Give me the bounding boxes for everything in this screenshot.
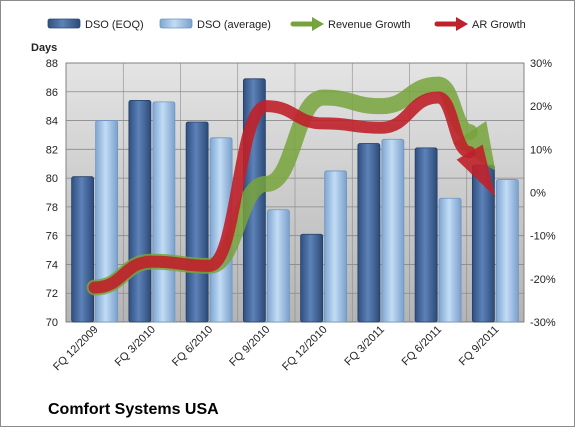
y2-tick-labels: -30% -20% -10% 0% 10% 20% 30% <box>530 58 556 329</box>
y2-tick-label: -20% <box>530 274 556 286</box>
line-ar-growth <box>88 91 476 294</box>
plot-border <box>65 62 525 323</box>
y-tick-label: 74 <box>46 259 58 271</box>
bar-dso-eoq <box>128 100 152 323</box>
legend: DSO (EOQ) DSO (average) Revenue Growth A… <box>47 17 526 31</box>
bar-dso-eoq <box>300 233 324 323</box>
y2-tick-label: 0% <box>530 188 546 200</box>
legend-label-dso-eoq: DSO (EOQ) <box>85 19 144 31</box>
x-tick-label: FQ 3/2011 <box>342 324 387 369</box>
bar-dso-eoq <box>357 143 381 323</box>
y-tick-label: 78 <box>46 202 58 214</box>
x-tick-label: FQ 9/2010 <box>227 324 272 369</box>
y2-tick-label: -30% <box>530 317 556 329</box>
bar-dso-average <box>438 197 462 323</box>
x-tick-label: FQ 12/2010 <box>280 324 330 374</box>
y2-tick-label: -10% <box>530 231 556 243</box>
x-tick-label: FQ 6/2011 <box>400 324 445 369</box>
chart-title: Comfort Systems USA <box>48 401 219 418</box>
bar-dso-eoq <box>414 147 438 323</box>
y-axis-title: Days <box>31 42 57 54</box>
y-tick-label: 70 <box>46 317 58 329</box>
bar-dso-eoq <box>185 121 209 323</box>
y-tick-labels: 70 72 74 76 78 80 82 84 86 88 <box>46 58 58 329</box>
legend-swatch-dso-average <box>159 18 193 29</box>
x-tick-label: FQ 6/2010 <box>170 324 215 369</box>
x-tick-label: FQ 12/2009 <box>51 324 101 374</box>
bar-dso-eoq <box>71 176 95 323</box>
legend-swatch-dso-eoq <box>47 18 81 29</box>
y-tick-label: 84 <box>46 116 58 128</box>
bar-dso-average <box>95 120 119 323</box>
legend-label-dso-average: DSO (average) <box>197 19 271 31</box>
x-tick-labels: FQ 12/2009 FQ 3/2010 FQ 6/2010 FQ 9/2010 FQ … <box>51 324 501 374</box>
y-tick-label: 72 <box>46 288 58 300</box>
x-tick-label: FQ 3/2010 <box>113 324 158 369</box>
legend-label-revenue-growth: Revenue Growth <box>328 19 411 31</box>
y-tick-label: 86 <box>46 87 58 99</box>
y2-tick-label: 20% <box>530 101 552 113</box>
bar-dso-average <box>266 209 290 323</box>
bar-dso-average <box>324 170 348 323</box>
y2-tick-label: 10% <box>530 144 552 156</box>
y-tick-label: 88 <box>46 58 58 70</box>
legend-label-ar-growth: AR Growth <box>472 19 526 31</box>
y-tick-label: 82 <box>46 144 58 156</box>
bar-dso-average <box>152 101 176 323</box>
y-tick-label: 76 <box>46 231 58 243</box>
bar-dso-average <box>495 179 519 323</box>
growth-lines <box>86 76 496 296</box>
x-tick-label: FQ 9/2011 <box>457 324 502 369</box>
legend-swatch-ar-growth <box>434 17 468 31</box>
bar-dso-average <box>381 138 405 323</box>
arrowhead-ar-growth <box>456 144 496 197</box>
y-tick-label: 80 <box>46 173 58 185</box>
legend-swatch-revenue-growth <box>290 17 324 31</box>
y2-tick-label: 30% <box>530 58 552 70</box>
